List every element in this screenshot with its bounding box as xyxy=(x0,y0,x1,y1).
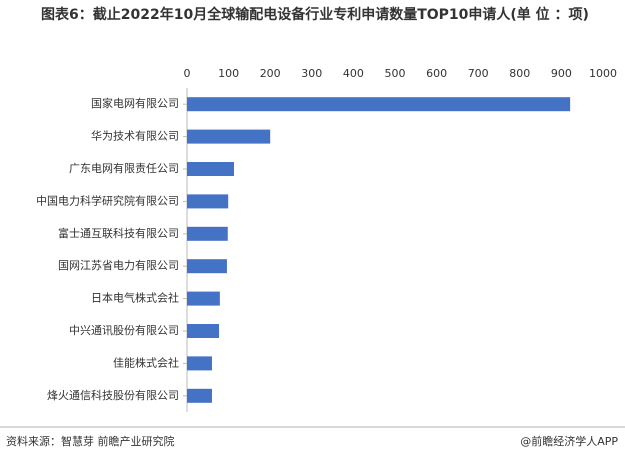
x-tick-label: 600 xyxy=(426,67,447,80)
x-tick-label: 300 xyxy=(301,67,322,80)
bar xyxy=(187,324,220,338)
credit: @前瞻经济学人APP xyxy=(520,434,618,448)
bar xyxy=(187,388,212,403)
y-tick-label: 中国电力科学研究院有限公司 xyxy=(36,193,179,207)
y-tick-label: 烽火通信科技股份有限公司 xyxy=(47,388,179,402)
bar xyxy=(187,291,220,306)
x-tick-label: 700 xyxy=(468,67,489,80)
bar xyxy=(187,259,227,274)
bar xyxy=(187,226,228,241)
y-tick-label: 佳能株式会社 xyxy=(113,355,179,369)
y-tick-label: 国网江苏省电力有限公司 xyxy=(58,258,179,272)
x-tick-label: 900 xyxy=(551,67,572,80)
bar xyxy=(187,194,229,209)
x-tick-label: 0 xyxy=(184,67,191,80)
x-tick-label: 400 xyxy=(343,67,364,80)
x-tick-label: 1000 xyxy=(589,67,617,80)
y-tick-label: 富士通互联科技有限公司 xyxy=(58,226,179,240)
y-tick-label: 国家电网有限公司 xyxy=(91,96,179,110)
chart-title: 图表6：截止2022年10月全球输配电设备行业专利申请数量TOP10申请人(单 … xyxy=(41,7,589,23)
bar xyxy=(187,129,271,144)
bar xyxy=(187,162,235,176)
y-tick-label: 广东电网有限责任公司 xyxy=(69,161,179,175)
y-tick-label: 中兴通讯股份有限公司 xyxy=(69,323,179,337)
bar xyxy=(187,356,212,371)
bar xyxy=(187,97,571,112)
source: 资料来源：智慧芽 前瞻产业研究院 xyxy=(6,434,175,448)
x-tick-label: 500 xyxy=(385,67,406,80)
y-tick-label: 日本电气株式会社 xyxy=(91,291,179,305)
y-tick-label: 华为技术有限公司 xyxy=(91,129,179,143)
x-tick-label: 200 xyxy=(260,67,281,80)
x-tick-label: 800 xyxy=(509,67,530,80)
x-tick-label: 100 xyxy=(218,67,239,80)
